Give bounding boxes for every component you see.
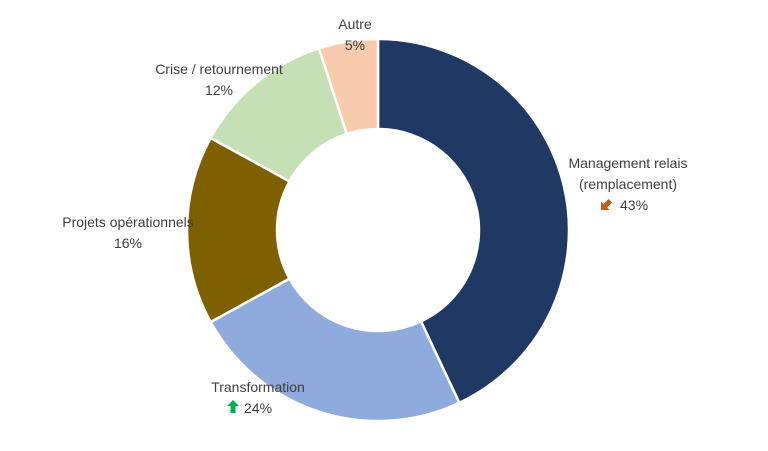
value-transformation: 24% [244,400,272,416]
label-autre: Autre [338,16,372,32]
label-management-relais-line1: Management relais [568,155,687,171]
label-crise-retournement: Crise / retournement [155,61,283,77]
value-autre: 5% [345,37,365,53]
slice-management-relais-remplacement [376,37,571,405]
value-crise-retournement: 12% [205,82,233,98]
donut-slices [185,37,571,423]
trend-down-icon [601,198,613,210]
slice-labels: Management relais (remplacement) 43% Tra… [62,16,687,416]
label-transformation: Transformation [211,379,305,395]
label-projets-operationnels: Projets opérationnels [62,214,194,230]
label-management-relais-line2: (remplacement) [579,176,677,192]
slice-transformation [208,276,461,423]
trend-up-icon [227,400,239,413]
value-management-relais: 43% [620,197,648,213]
slice-autre [317,37,380,136]
value-projets-operationnels: 16% [114,235,142,251]
